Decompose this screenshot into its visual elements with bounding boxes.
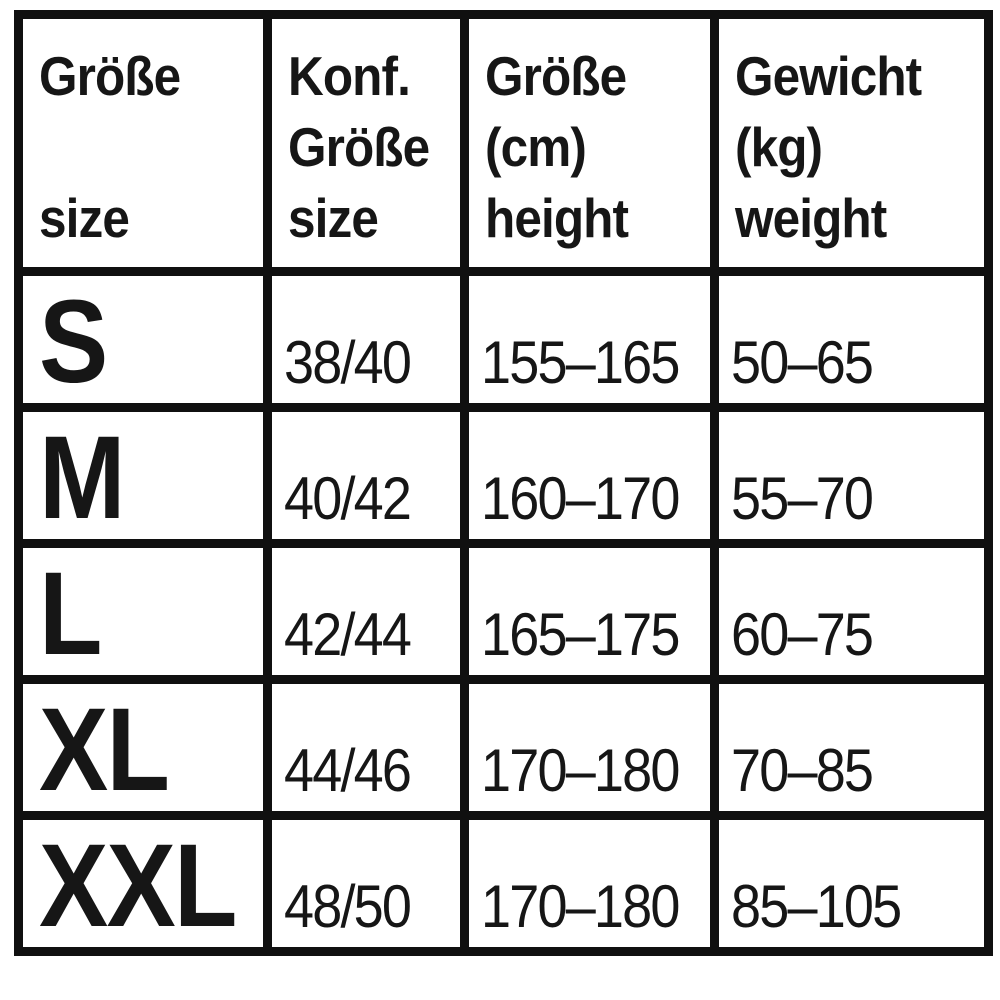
header-col-height: Größe (cm) height bbox=[459, 10, 719, 276]
weight-value: 50–65 bbox=[730, 329, 874, 396]
table-row-s: S 38/40 155–165 50–65 bbox=[14, 267, 993, 412]
cell-size-xl: XL bbox=[14, 675, 272, 820]
size-label: L bbox=[39, 548, 102, 680]
header-weight-en: weight bbox=[734, 183, 980, 254]
konf-size-value: 44/46 bbox=[283, 737, 412, 804]
weight-value: 60–75 bbox=[730, 601, 874, 668]
cell-weight-xxl: 85–105 bbox=[709, 811, 993, 956]
header-height-unit-label: (cm) bbox=[484, 116, 587, 178]
cell-konf-xxl: 48/50 bbox=[262, 811, 469, 956]
weight-value: 85–105 bbox=[730, 873, 902, 940]
header-size-de-label: Größe bbox=[39, 45, 181, 107]
cell-konf-l: 42/44 bbox=[262, 539, 469, 684]
header-konf-en: size bbox=[287, 183, 456, 254]
konf-size-value: 38/40 bbox=[283, 329, 412, 396]
size-label: S bbox=[39, 276, 108, 408]
header-size-en: size bbox=[39, 183, 258, 254]
header-size-de: Größe bbox=[39, 41, 258, 112]
header-height-de-label: Größe bbox=[484, 45, 627, 107]
konf-size-value: 42/44 bbox=[283, 601, 412, 668]
cell-height-xl: 170–180 bbox=[459, 675, 719, 820]
height-value: 170–180 bbox=[480, 737, 680, 804]
cell-size-l: L bbox=[14, 539, 272, 684]
cell-height-xxl: 170–180 bbox=[459, 811, 719, 956]
header-size-spacer bbox=[39, 112, 258, 183]
konf-size-value: 48/50 bbox=[283, 873, 412, 940]
height-value: 160–170 bbox=[480, 465, 680, 532]
header-size-en-label: size bbox=[39, 187, 130, 249]
header-konf-line1: Konf. bbox=[287, 41, 456, 112]
cell-size-s: S bbox=[14, 267, 272, 412]
height-value: 170–180 bbox=[480, 873, 680, 940]
header-konf-line2-label: Größe bbox=[287, 116, 430, 178]
cell-height-m: 160–170 bbox=[459, 403, 719, 548]
weight-value: 55–70 bbox=[730, 465, 874, 532]
height-value: 155–165 bbox=[480, 329, 680, 396]
size-label: M bbox=[39, 412, 126, 544]
header-height-en-label: height bbox=[484, 187, 629, 249]
cell-weight-m: 55–70 bbox=[709, 403, 993, 548]
cell-size-xxl: XXL bbox=[14, 811, 272, 956]
table-row-xxl: XXL 48/50 170–180 85–105 bbox=[14, 811, 993, 956]
header-weight-unit-label: (kg) bbox=[734, 116, 823, 178]
header-col-konf-size: Konf. Größe size bbox=[262, 10, 469, 276]
header-height-unit: (cm) bbox=[484, 112, 706, 183]
cell-height-s: 155–165 bbox=[459, 267, 719, 412]
header-weight-en-label: weight bbox=[734, 187, 887, 249]
cell-size-m: M bbox=[14, 403, 272, 548]
cell-konf-m: 40/42 bbox=[262, 403, 469, 548]
table-row-m: M 40/42 160–170 55–70 bbox=[14, 403, 993, 548]
header-konf-line1-label: Konf. bbox=[287, 45, 411, 107]
header-weight-unit: (kg) bbox=[734, 112, 980, 183]
cell-weight-xl: 70–85 bbox=[709, 675, 993, 820]
header-weight-de-label: Gewicht bbox=[734, 45, 922, 107]
cell-weight-l: 60–75 bbox=[709, 539, 993, 684]
table-row-l: L 42/44 165–175 60–75 bbox=[14, 539, 993, 684]
height-value: 165–175 bbox=[480, 601, 680, 668]
table-row-xl: XL 44/46 170–180 70–85 bbox=[14, 675, 993, 820]
cell-weight-s: 50–65 bbox=[709, 267, 993, 412]
size-chart-table: Größe size Konf. Größe size Größe (cm) h… bbox=[14, 10, 993, 956]
header-height-en: height bbox=[484, 183, 706, 254]
header-col-size: Größe size bbox=[14, 10, 272, 276]
header-konf-line2: Größe bbox=[287, 112, 456, 183]
header-col-weight: Gewicht (kg) weight bbox=[709, 10, 993, 276]
size-label: XL bbox=[39, 684, 170, 816]
header-konf-en-label: size bbox=[287, 187, 379, 249]
weight-value: 70–85 bbox=[730, 737, 874, 804]
header-row: Größe size Konf. Größe size Größe (cm) h… bbox=[14, 10, 993, 276]
size-label: XXL bbox=[39, 820, 237, 952]
konf-size-value: 40/42 bbox=[283, 465, 412, 532]
cell-height-l: 165–175 bbox=[459, 539, 719, 684]
cell-konf-s: 38/40 bbox=[262, 267, 469, 412]
header-weight-de: Gewicht bbox=[734, 41, 980, 112]
cell-konf-xl: 44/46 bbox=[262, 675, 469, 820]
header-height-de: Größe bbox=[484, 41, 706, 112]
